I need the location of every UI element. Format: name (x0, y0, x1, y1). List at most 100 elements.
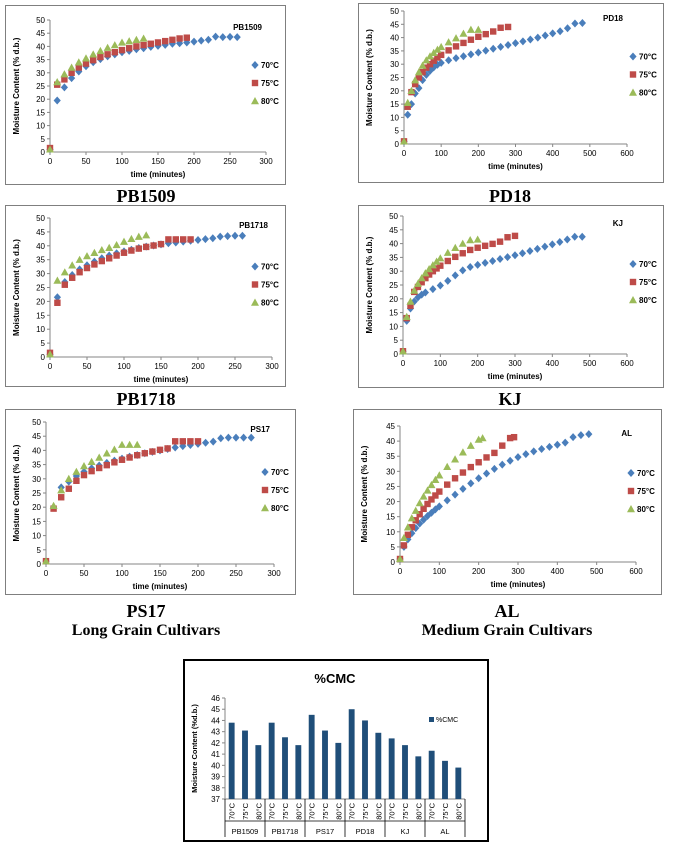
x-tick-label: 250 (223, 157, 237, 166)
x-tick-label: 100 (115, 157, 129, 166)
x-tick-label: 200 (191, 569, 205, 578)
data-point (80, 462, 88, 470)
data-point (490, 464, 498, 473)
data-point (427, 480, 436, 489)
bar (455, 767, 462, 799)
data-point (164, 445, 171, 452)
data-point (399, 533, 408, 542)
data-point (75, 67, 83, 76)
y-tick-label: 30 (36, 69, 45, 78)
data-point (106, 255, 113, 262)
data-point (95, 453, 104, 461)
series-75°C (46, 236, 194, 357)
data-point (417, 274, 426, 282)
data-point (459, 484, 467, 493)
caption-medium-grain: Medium Grain Cultivars (421, 622, 593, 639)
data-point (411, 76, 420, 84)
x-tick-label: 400 (546, 149, 560, 158)
data-point (87, 457, 96, 465)
x-tick-label: 300 (259, 157, 273, 166)
data-point (97, 245, 106, 254)
data-point (451, 490, 459, 499)
data-point (458, 448, 467, 456)
data-point (541, 31, 549, 40)
legend-marker (629, 88, 637, 96)
data-point (563, 24, 572, 33)
y-tick-label: 15 (386, 513, 395, 522)
bar (428, 750, 435, 799)
data-point (451, 455, 460, 463)
legend-marker (429, 717, 434, 722)
data-point (416, 511, 423, 518)
data-point (474, 244, 481, 251)
data-point (445, 56, 453, 65)
data-point (96, 464, 103, 472)
x-tick-label: 75°C (361, 802, 370, 819)
bar (295, 745, 302, 799)
data-point (232, 433, 240, 442)
data-point (140, 41, 147, 49)
data-point (89, 50, 98, 58)
data-point (142, 231, 151, 239)
data-point (443, 496, 451, 505)
data-point (429, 268, 437, 275)
data-point (65, 485, 72, 492)
data-point (435, 471, 444, 479)
data-point (404, 103, 411, 110)
y-tick-label: 0 (41, 148, 46, 157)
chart-title: %CMC (314, 671, 356, 686)
series-80°C (46, 231, 151, 358)
data-point (75, 255, 84, 263)
data-point (147, 40, 154, 47)
data-point (231, 231, 239, 240)
y-tick-label: 15 (32, 517, 41, 526)
y-tick-label: 44 (211, 716, 220, 725)
data-point (418, 279, 425, 286)
y-tick-label: 15 (390, 100, 399, 109)
y-tick-label: 38 (211, 784, 220, 793)
legend-label: 70°C (639, 260, 657, 269)
legend-label: 80°C (637, 505, 655, 514)
data-point (482, 469, 491, 478)
y-tick-label: 20 (389, 295, 398, 304)
legend-label: 75°C (261, 79, 279, 88)
data-point (526, 247, 534, 256)
x-tick-label: 50 (83, 362, 92, 371)
x-tick-label: 0 (398, 567, 403, 576)
series-70°C (46, 231, 246, 359)
bar (268, 722, 275, 799)
data-point (125, 440, 134, 448)
x-tick-label: 100 (434, 359, 448, 368)
data-point (423, 486, 432, 494)
x-tick-label: 250 (228, 362, 242, 371)
data-point (118, 46, 126, 54)
y-tick-label: 45 (390, 20, 399, 29)
series-75°C (46, 34, 190, 152)
data-point (497, 24, 504, 31)
data-point (219, 33, 227, 42)
data-point (187, 438, 194, 445)
data-point (194, 235, 202, 244)
x-axis-title: time (minutes) (134, 375, 189, 384)
caption-pb1509: PB1509 (116, 186, 176, 206)
data-point (127, 234, 136, 243)
legend-label: 75°C (639, 71, 657, 80)
data-point (415, 499, 424, 507)
chart-panel-ps17: 0 5 10 15 20 25 30 35 40 45 50 0 50 100 150 200 250 300 ti… (5, 409, 296, 595)
x-axis-title: time (minutes) (488, 162, 543, 171)
data-point (402, 312, 411, 320)
y-tick-label: 10 (32, 532, 41, 541)
data-point (452, 253, 459, 261)
data-point (61, 281, 68, 288)
data-point (548, 240, 556, 249)
data-point (433, 45, 442, 53)
data-point (474, 48, 482, 57)
series-80°C (399, 235, 482, 355)
data-point (209, 437, 217, 446)
chart-panel-kj: 0 5 10 15 20 25 30 35 40 45 50 0 100 200 300 400 500 600 t… (358, 205, 664, 388)
data-point (54, 299, 61, 306)
legend-marker (629, 278, 637, 286)
x-tick-label: 0 (401, 359, 406, 368)
data-point (149, 448, 156, 455)
